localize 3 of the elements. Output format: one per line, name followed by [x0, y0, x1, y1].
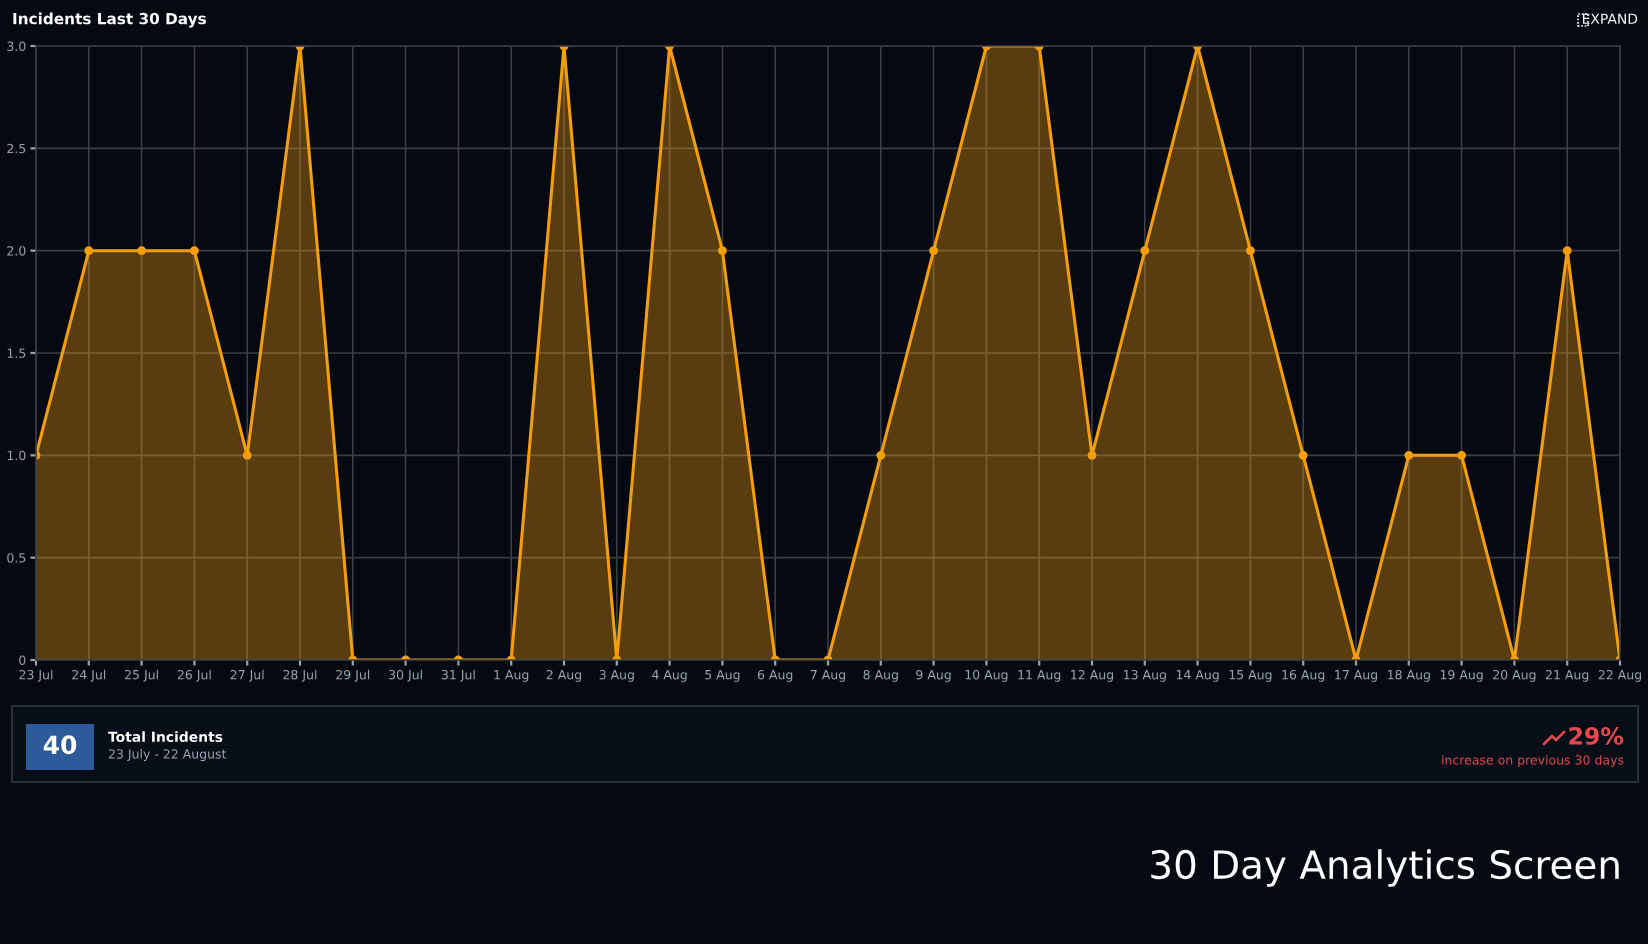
- text: 40: [43, 735, 77, 755]
- text: 29%: [1569, 726, 1624, 745]
- text: 30 Day Analytics Screen: [1151, 849, 1619, 887]
